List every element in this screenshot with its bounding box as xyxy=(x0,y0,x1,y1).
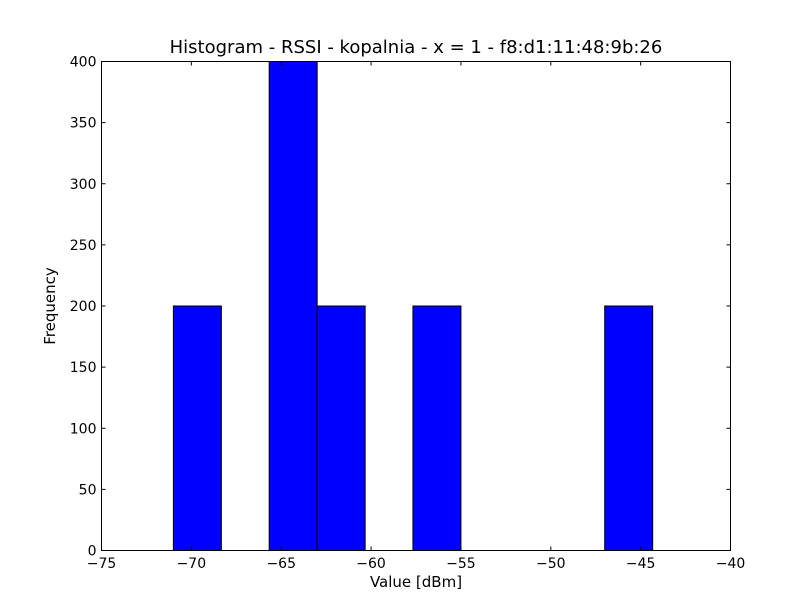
x-tick-label: −65 xyxy=(266,556,296,572)
histogram-bar xyxy=(604,305,654,551)
y-tick-label: 200 xyxy=(70,299,97,315)
y-tick-label: 150 xyxy=(70,360,97,376)
histogram-bar xyxy=(316,305,366,551)
y-tick-label: 300 xyxy=(70,177,97,193)
x-axis-ticks: −75 −70 −65 −60 −55 −50 −45 −40 xyxy=(87,61,746,572)
histogram-bar xyxy=(412,305,462,551)
histogram-bar xyxy=(268,61,318,551)
x-tick-label: −55 xyxy=(446,556,476,572)
y-tick-label: 400 xyxy=(70,55,97,71)
x-tick-label: −70 xyxy=(177,556,207,572)
y-tick-label: 0 xyxy=(88,544,97,560)
x-tick-label: −50 xyxy=(536,556,566,572)
x-tick-label: −40 xyxy=(716,556,746,572)
y-axis-label: Frequency xyxy=(41,267,59,345)
x-tick-label: −75 xyxy=(87,556,117,572)
x-tick-label: −60 xyxy=(356,556,386,572)
y-tick-label: 350 xyxy=(70,116,97,132)
histogram-bar xyxy=(172,305,222,551)
y-tick-label: 50 xyxy=(79,482,97,498)
y-axis-ticks: 0 50 100 150 200 250 300 350 400 xyxy=(70,55,731,560)
chart-title: Histogram - RSSI - kopalnia - x = 1 - f8… xyxy=(170,37,663,58)
bars-group xyxy=(172,61,654,551)
y-tick-label: 100 xyxy=(70,421,97,437)
x-tick-label: −45 xyxy=(626,556,656,572)
x-axis-label: Value [dBm] xyxy=(370,573,462,591)
y-tick-label: 250 xyxy=(70,238,97,254)
